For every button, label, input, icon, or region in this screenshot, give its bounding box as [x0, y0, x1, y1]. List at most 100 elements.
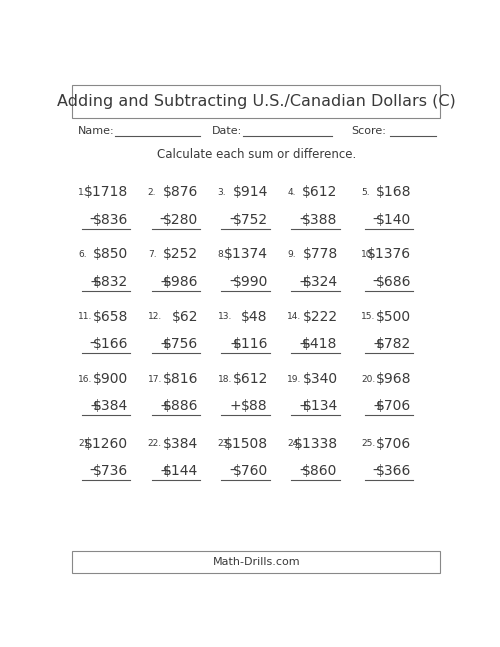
Text: 14.: 14. [287, 313, 302, 322]
Text: $48: $48 [242, 310, 268, 324]
Text: 19.: 19. [287, 375, 302, 384]
Text: +: + [90, 399, 101, 413]
Text: 25.: 25. [361, 439, 375, 448]
Text: $986: $986 [162, 275, 198, 289]
Text: 15.: 15. [361, 313, 375, 322]
Text: $324: $324 [302, 275, 338, 289]
Text: $850: $850 [93, 248, 128, 261]
Text: $860: $860 [302, 464, 338, 478]
Text: –: – [160, 213, 166, 226]
Text: $384: $384 [163, 437, 198, 451]
Text: Math-Drills.com: Math-Drills.com [212, 557, 300, 567]
Text: 18.: 18. [218, 375, 232, 384]
Text: 20.: 20. [361, 375, 375, 384]
Text: 7.: 7. [148, 250, 156, 259]
Text: +: + [372, 399, 384, 413]
Text: 10.: 10. [361, 250, 375, 259]
Text: 2.: 2. [148, 188, 156, 197]
Text: +: + [229, 337, 241, 351]
Text: $140: $140 [376, 213, 411, 226]
Text: $500: $500 [376, 310, 411, 324]
Text: Name:: Name: [78, 126, 114, 136]
Text: $1718: $1718 [84, 185, 128, 199]
Text: $612: $612 [232, 372, 268, 386]
Text: 24.: 24. [287, 439, 302, 448]
Text: –: – [372, 213, 380, 226]
Text: +: + [372, 337, 384, 351]
Text: –: – [90, 464, 96, 478]
Text: 17.: 17. [148, 375, 162, 384]
Text: $222: $222 [302, 310, 338, 324]
Text: $886: $886 [162, 399, 198, 413]
Text: $900: $900 [93, 372, 128, 386]
Text: –: – [229, 213, 236, 226]
Text: $968: $968 [376, 372, 411, 386]
Text: 21.: 21. [78, 439, 92, 448]
Text: +: + [299, 275, 310, 289]
Text: –: – [299, 464, 306, 478]
Text: 5.: 5. [361, 188, 370, 197]
Text: $816: $816 [162, 372, 198, 386]
Text: $280: $280 [163, 213, 198, 226]
Text: 3.: 3. [218, 188, 226, 197]
Text: –: – [299, 213, 306, 226]
Text: +: + [160, 275, 171, 289]
Text: –: – [229, 275, 236, 289]
Text: $832: $832 [93, 275, 128, 289]
Text: $1508: $1508 [224, 437, 268, 451]
Text: $168: $168 [376, 185, 411, 199]
Text: +: + [160, 464, 171, 478]
Text: $782: $782 [376, 337, 411, 351]
Text: –: – [372, 275, 380, 289]
Text: $88: $88 [241, 399, 268, 413]
Text: Calculate each sum or difference.: Calculate each sum or difference. [156, 148, 356, 161]
Text: $752: $752 [233, 213, 268, 226]
Text: $340: $340 [302, 372, 338, 386]
Text: +: + [299, 399, 310, 413]
Text: $252: $252 [163, 248, 198, 261]
Text: $144: $144 [163, 464, 198, 478]
Text: $418: $418 [302, 337, 338, 351]
Text: 8.: 8. [218, 250, 226, 259]
Text: $116: $116 [232, 337, 268, 351]
FancyBboxPatch shape [72, 551, 440, 573]
Text: 6.: 6. [78, 250, 86, 259]
Text: 12.: 12. [148, 313, 162, 322]
Text: $836: $836 [93, 213, 128, 226]
Text: $778: $778 [302, 248, 338, 261]
Text: $366: $366 [376, 464, 411, 478]
Text: +: + [160, 337, 171, 351]
Text: –: – [372, 464, 380, 478]
Text: $686: $686 [376, 275, 411, 289]
Text: $990: $990 [232, 275, 268, 289]
Text: 16.: 16. [78, 375, 92, 384]
Text: $1376: $1376 [367, 248, 411, 261]
Text: $62: $62 [172, 310, 198, 324]
Text: +: + [229, 399, 241, 413]
Text: 4.: 4. [287, 188, 296, 197]
Text: 11.: 11. [78, 313, 92, 322]
Text: +: + [90, 275, 101, 289]
Text: Score:: Score: [351, 126, 386, 136]
Text: 22.: 22. [148, 439, 162, 448]
Text: +: + [299, 337, 310, 351]
Text: $914: $914 [232, 185, 268, 199]
Text: 13.: 13. [218, 313, 232, 322]
Text: 23.: 23. [218, 439, 232, 448]
Text: $612: $612 [302, 185, 338, 199]
Text: $756: $756 [163, 337, 198, 351]
Text: –: – [90, 337, 96, 351]
Text: –: – [229, 464, 236, 478]
Text: $876: $876 [163, 185, 198, 199]
Text: $1260: $1260 [84, 437, 128, 451]
Text: $658: $658 [93, 310, 128, 324]
Text: Date:: Date: [212, 126, 242, 136]
Text: $1374: $1374 [224, 248, 268, 261]
Text: 1.: 1. [78, 188, 86, 197]
Text: $706: $706 [376, 437, 411, 451]
Text: –: – [90, 213, 96, 226]
FancyBboxPatch shape [72, 85, 440, 118]
Text: $166: $166 [93, 337, 128, 351]
Text: $736: $736 [93, 464, 128, 478]
Text: $706: $706 [376, 399, 411, 413]
